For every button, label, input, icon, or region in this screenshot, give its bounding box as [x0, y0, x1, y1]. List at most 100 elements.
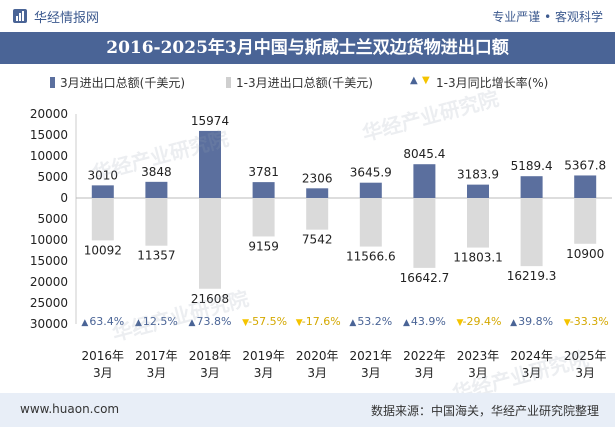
data-label-ytd: 10900 — [566, 247, 604, 261]
bar-ytd — [199, 198, 221, 289]
data-label-march: 3183.9 — [457, 168, 499, 182]
x-tick-label: 2023年 — [457, 349, 500, 363]
down-triangle-icon: ▼ — [296, 318, 303, 328]
data-label-march: 15974 — [191, 114, 229, 128]
x-tick-label: 3月 — [93, 366, 113, 380]
x-tick-label: 3月 — [361, 366, 381, 380]
y-tick-label: 5000 — [37, 170, 68, 184]
bar-march — [252, 182, 275, 198]
x-tick-label: 3月 — [522, 366, 542, 380]
legend: 3月进出口总额(千美元) 1-3月进出口总额(千美元) ▲ ▼ 1-3月同比增长… — [0, 72, 615, 92]
down-triangle-icon: ▼ — [564, 318, 571, 328]
footer-url: www.huaon.com — [20, 402, 120, 416]
data-label-ytd: 7542 — [302, 233, 333, 247]
bar-ytd — [306, 198, 329, 230]
data-label-ytd: 16642.7 — [400, 271, 450, 285]
brand-name: 华经情报网 — [34, 11, 100, 26]
y-tick-label: 20000 — [30, 107, 68, 121]
bar-march — [413, 164, 436, 198]
bar-march — [199, 130, 221, 198]
x-tick-label: 2024年 — [510, 349, 553, 363]
x-tick-label: 3月 — [147, 366, 167, 380]
data-label-ytd: 9159 — [248, 239, 279, 253]
data-label-march: 5189.4 — [511, 159, 553, 173]
x-tick-label: 2017年 — [135, 349, 178, 363]
legend-label-march: 3月进出口总额(千美元) — [60, 76, 185, 90]
data-label-yoy: 53.2% — [357, 315, 392, 328]
bar-march — [467, 184, 489, 198]
data-label-march: 3848 — [141, 165, 172, 179]
legend-label-yoy: 1-3月同比增长率(%) — [436, 76, 549, 90]
data-label-march: 3010 — [88, 168, 119, 182]
legend-label-ytd: 1-3月进出口总额(千美元) — [236, 76, 373, 90]
y-tick-label: 10000 — [30, 149, 68, 163]
up-triangle-icon: ▲ — [189, 318, 196, 328]
x-tick-label: 2016年 — [82, 349, 125, 363]
x-tick-label: 2019年 — [242, 349, 285, 363]
x-tick-label: 2018年 — [189, 349, 232, 363]
data-label-ytd: 10092 — [84, 243, 122, 257]
bar-ytd — [252, 198, 275, 237]
bar-march — [306, 188, 329, 198]
data-label-ytd: 16219.3 — [507, 269, 557, 283]
bar-ytd — [467, 198, 489, 248]
data-label-yoy: -33.3% — [570, 315, 609, 328]
y-tick-label: 15000 — [30, 254, 68, 268]
down-triangle-icon: ▼ — [242, 318, 249, 328]
top-bar: 华经情报网 专业严谨 • 客观科学 — [0, 0, 615, 32]
y-tick-label: 0 — [60, 191, 68, 205]
y-tick-label: 5000 — [37, 212, 68, 226]
down-triangle-icon: ▼ — [457, 318, 464, 328]
x-tick-label: 3月 — [254, 366, 274, 380]
footer: www.huaon.com 数据来源：中国海关，华经产业研究院整理 — [0, 393, 615, 427]
data-label-yoy: -57.5% — [248, 315, 287, 328]
data-label-ytd: 11566.6 — [346, 250, 396, 264]
legend-swatch-march — [50, 77, 55, 88]
up-triangle-icon: ▲ — [403, 318, 410, 328]
up-triangle-icon: ▲ — [410, 75, 418, 86]
x-tick-label: 2022年 — [403, 349, 446, 363]
bar-march — [520, 176, 543, 198]
bar-march — [145, 181, 168, 198]
down-triangle-icon: ▼ — [422, 75, 430, 86]
chart-area: 20000 15000 10000 5000 0 5000 10000 15000 20000 2… — [30, 107, 612, 380]
x-tick-label: 3月 — [575, 366, 595, 380]
x-tick-label: 2021年 — [350, 349, 393, 363]
up-triangle-icon: ▲ — [510, 318, 517, 328]
y-tick-label: 30000 — [30, 317, 68, 331]
bar-ytd — [413, 198, 436, 268]
data-label-ytd: 11357 — [137, 249, 175, 263]
x-tick-label: 3月 — [468, 366, 488, 380]
bar-ytd — [574, 198, 597, 244]
x-tick-label: 3月 — [415, 366, 435, 380]
bar-ytd — [145, 198, 168, 246]
data-label-march: 2306 — [302, 171, 333, 185]
chart-title: 2016-2025年3月中国与斯威士兰双边货物进出口额 — [106, 38, 509, 58]
data-label-yoy: 63.4% — [89, 315, 124, 328]
up-triangle-icon: ▲ — [349, 318, 356, 328]
bar-ytd — [91, 198, 114, 241]
x-tick-label: 2020年 — [296, 349, 339, 363]
logo-icon — [13, 9, 27, 23]
data-label-yoy: 73.8% — [197, 315, 232, 328]
y-tick-label: 25000 — [30, 296, 68, 310]
data-label-yoy: -29.4% — [463, 315, 502, 328]
x-tick-label: 3月 — [307, 366, 327, 380]
data-label-ytd: 11803.1 — [453, 251, 503, 265]
data-label-march: 3781 — [248, 165, 279, 179]
bar-march — [91, 185, 114, 198]
data-label-march: 8045.4 — [403, 147, 445, 161]
y-tick-label: 20000 — [30, 275, 68, 289]
data-label-march: 5367.8 — [564, 158, 606, 172]
y-tick-label: 15000 — [30, 128, 68, 142]
x-tick-label: 2025年 — [564, 349, 607, 363]
bar-ytd — [359, 198, 382, 247]
data-label-yoy: 43.9% — [411, 315, 446, 328]
data-label-yoy: -17.6% — [302, 315, 341, 328]
y-tick-label: 10000 — [30, 233, 68, 247]
bar-march — [359, 182, 382, 198]
up-triangle-icon: ▲ — [135, 318, 142, 328]
up-triangle-icon: ▲ — [81, 318, 88, 328]
x-tick-label: 3月 — [200, 366, 220, 380]
data-label-march: 3645.9 — [350, 166, 392, 180]
